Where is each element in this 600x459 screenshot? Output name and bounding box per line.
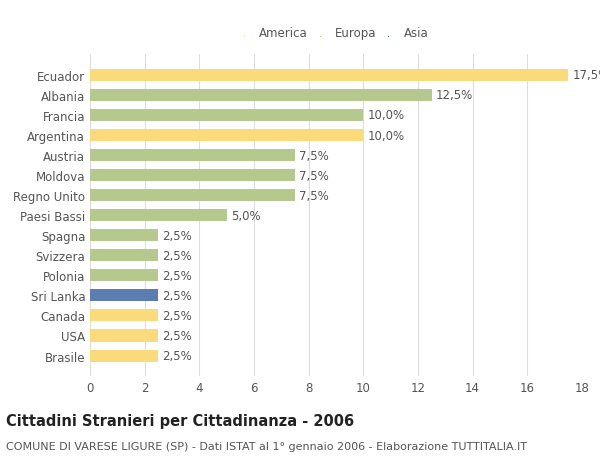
Text: 2,5%: 2,5%	[163, 249, 192, 262]
Text: 7,5%: 7,5%	[299, 189, 329, 202]
Text: 17,5%: 17,5%	[572, 69, 600, 82]
Legend: America, Europa, Asia: America, Europa, Asia	[239, 22, 433, 45]
Bar	[90, 330, 158, 342]
Bar	[90, 290, 158, 302]
Bar	[90, 310, 158, 322]
Bar	[90, 270, 158, 282]
Text: 7,5%: 7,5%	[299, 149, 329, 162]
Bar	[90, 70, 568, 82]
Bar	[90, 130, 364, 142]
Text: 7,5%: 7,5%	[299, 169, 329, 182]
Text: 2,5%: 2,5%	[163, 289, 192, 302]
Text: 2,5%: 2,5%	[163, 309, 192, 322]
Text: Cittadini Stranieri per Cittadinanza - 2006: Cittadini Stranieri per Cittadinanza - 2…	[6, 413, 354, 428]
Text: 2,5%: 2,5%	[163, 269, 192, 282]
Text: 10,0%: 10,0%	[367, 129, 404, 142]
Text: 2,5%: 2,5%	[163, 349, 192, 362]
Bar	[90, 230, 158, 242]
Text: 10,0%: 10,0%	[367, 109, 404, 122]
Bar	[90, 150, 295, 162]
Bar	[90, 90, 431, 102]
Bar	[90, 190, 295, 202]
Bar	[90, 350, 158, 362]
Text: COMUNE DI VARESE LIGURE (SP) - Dati ISTAT al 1° gennaio 2006 - Elaborazione TUTT: COMUNE DI VARESE LIGURE (SP) - Dati ISTA…	[6, 441, 527, 451]
Bar	[90, 210, 227, 222]
Text: 5,0%: 5,0%	[231, 209, 260, 222]
Bar	[90, 250, 158, 262]
Text: 2,5%: 2,5%	[163, 229, 192, 242]
Bar	[90, 110, 364, 122]
Bar	[90, 170, 295, 182]
Text: 12,5%: 12,5%	[436, 89, 473, 102]
Text: 2,5%: 2,5%	[163, 329, 192, 342]
